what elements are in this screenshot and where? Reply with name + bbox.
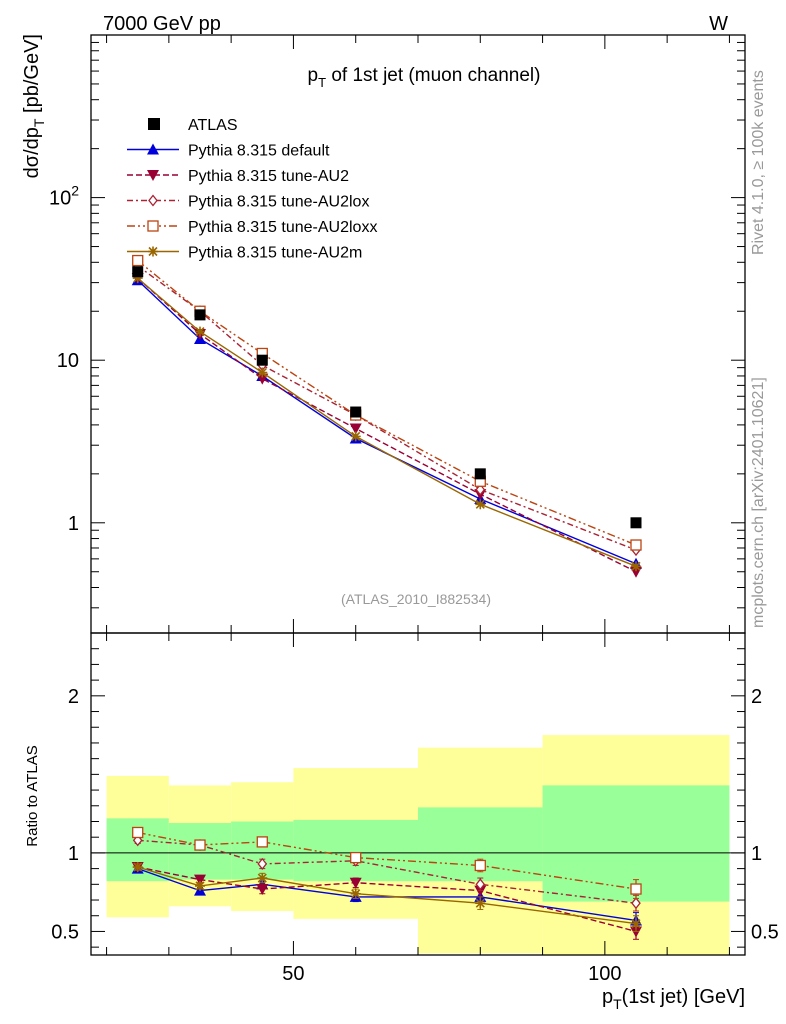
ratio-band-inner xyxy=(293,819,418,882)
series-1-line xyxy=(137,277,637,573)
series-2-ratio-point xyxy=(257,857,268,870)
series-4-ratio-line xyxy=(137,866,637,925)
y-tick-label: 1 xyxy=(68,513,79,535)
legend-label: Pythia 8.315 tune-AU2loxx xyxy=(188,219,377,236)
series-4-ratio-point xyxy=(195,880,205,891)
series-2-ratio-point xyxy=(475,878,486,891)
legend-marker xyxy=(147,143,159,155)
series-3-ratio-point xyxy=(474,859,486,872)
series-1-ratio-point xyxy=(194,874,206,886)
mcplots-label: mcplots.cern.ch [arXiv:2401.10621] xyxy=(750,377,767,628)
legend-label: Pythia 8.315 tune-AU2lox xyxy=(188,194,369,211)
series-2-line xyxy=(137,265,637,551)
y-axis-label: dσ/dpT [pb/GeV] xyxy=(21,34,47,178)
ratio-y-tick-label: 1 xyxy=(751,843,762,865)
data-point xyxy=(132,266,144,278)
legend-marker-data xyxy=(148,118,160,130)
rivet-label: Rivet 4.1.0, ≥ 100k events xyxy=(750,70,767,255)
legend-marker xyxy=(148,246,158,257)
legend-marker xyxy=(147,220,159,232)
series-3-point xyxy=(132,254,144,267)
energy-label: 7000 GeV pp xyxy=(103,13,221,35)
x-axis-label: pT(1st jet) [GeV] xyxy=(602,986,745,1012)
data-point xyxy=(350,406,362,418)
series-curves xyxy=(131,254,642,940)
series-4-line xyxy=(137,277,637,567)
ratio-band-inner xyxy=(231,821,294,880)
series-0-ratio-line xyxy=(137,867,637,922)
series-4-ratio-point xyxy=(257,873,268,884)
series-4-point xyxy=(195,326,205,337)
series-3-ratio-point xyxy=(630,883,642,895)
legend-label: Pythia 8.315 tune-AU2m xyxy=(188,245,362,262)
series-4-point xyxy=(132,273,143,284)
data-point xyxy=(194,309,206,321)
ratio-y-tick-label: 0.5 xyxy=(51,921,79,943)
series-3-line xyxy=(137,260,637,546)
y-tick-label: 102 xyxy=(49,183,79,210)
series-1-point xyxy=(349,423,362,435)
chart-watermark: (ATLAS_2010_I882534) xyxy=(341,591,491,607)
series-0-line xyxy=(137,279,637,565)
chart-title: pT of 1st jet (muon channel) xyxy=(308,65,541,90)
series-1-ratio-point xyxy=(256,884,269,896)
legend-label: ATLAS xyxy=(188,117,238,134)
data-point xyxy=(256,354,268,366)
series-3-ratio-point xyxy=(132,826,144,839)
series-3-ratio-line xyxy=(137,831,637,890)
y-tick-label: 10 xyxy=(57,350,79,372)
series-4-ratio-point xyxy=(350,888,361,899)
x-tick-label: 100 xyxy=(588,963,621,985)
series-2-ratio-line xyxy=(137,839,637,904)
series-1-ratio-point xyxy=(349,877,362,889)
data-point xyxy=(474,468,486,480)
series-3-ratio-point xyxy=(350,851,362,864)
legend: ATLAS Pythia 8.315 default Pythia 8.315 tu… xyxy=(127,117,377,262)
ratio-y-axis-label: Ratio to ATLAS xyxy=(24,745,41,846)
series-3-ratio-point xyxy=(256,836,268,848)
ratio-y-tick-label: 0.5 xyxy=(751,921,779,943)
series-4-point xyxy=(350,431,361,442)
series-4-ratio-point xyxy=(132,862,143,873)
series-2-ratio-point xyxy=(631,897,641,910)
x-tick-label: 50 xyxy=(282,963,304,985)
ratio-y-tick-label: 1 xyxy=(68,843,79,865)
ratio-y-tick-label: 2 xyxy=(68,686,79,708)
series-2-point xyxy=(475,483,486,496)
legend-marker xyxy=(147,170,159,181)
series-4-point xyxy=(631,561,641,572)
legend-marker xyxy=(148,194,158,207)
series-4-ratio-point xyxy=(475,898,486,909)
series-4-point xyxy=(475,499,486,510)
series-3-point xyxy=(630,539,642,551)
series-4-point xyxy=(257,367,268,378)
series-4-ratio-point xyxy=(631,918,641,929)
series-3-ratio-point xyxy=(194,839,206,851)
process-label: W xyxy=(709,13,728,35)
axis-ticks: 50 100 1 10 102 0.5 0.5 1 1 2 2 xyxy=(49,35,779,985)
legend-label: Pythia 8.315 default xyxy=(188,143,330,160)
ratio-y-tick-label: 2 xyxy=(751,686,762,708)
data-point xyxy=(630,517,642,529)
legend-label: Pythia 8.315 tune-AU2 xyxy=(188,168,349,185)
